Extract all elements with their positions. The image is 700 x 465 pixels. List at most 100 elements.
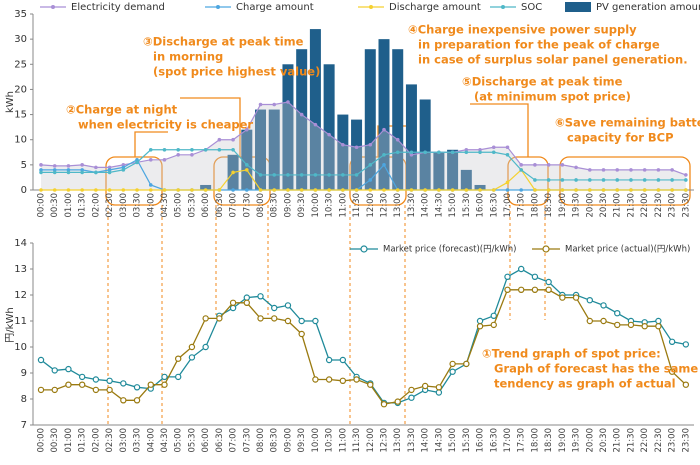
- series-marker: [121, 188, 126, 192]
- price-marker: [655, 317, 662, 325]
- series-marker: [491, 145, 496, 150]
- series-marker: [670, 188, 674, 192]
- series-marker: [80, 188, 84, 192]
- series-marker: [670, 168, 674, 172]
- x-tick-label: 02:00: [91, 193, 101, 218]
- price-marker: [408, 394, 415, 401]
- pv-bar: [323, 64, 335, 190]
- series-marker: [395, 137, 400, 142]
- x-tick-label: 14:00: [421, 193, 431, 218]
- series-marker: [382, 127, 386, 132]
- price-marker: [325, 376, 333, 383]
- x-tick-label: 09:30: [297, 193, 307, 218]
- legend-label: Electricity demand: [71, 2, 165, 13]
- annotation: ⑥Save remaining battery: [555, 116, 700, 130]
- price-marker: [504, 286, 511, 293]
- annotation: when electricity is cheaper: [78, 118, 253, 132]
- price-marker: [174, 355, 182, 362]
- price-marker: [531, 273, 539, 280]
- series-marker: [684, 178, 688, 182]
- price-marker: [559, 294, 566, 301]
- series-marker: [190, 153, 194, 157]
- price-line: [41, 289, 687, 405]
- x-tick-label: 12:00: [366, 428, 376, 453]
- x-tick-label: 18:00: [530, 428, 540, 453]
- annotation: in preparation for the peak of charge: [418, 38, 660, 52]
- pv-bar: [392, 49, 404, 191]
- x-tick-label: 08:30: [270, 193, 280, 218]
- price-marker: [380, 401, 388, 408]
- pv-bar: [241, 129, 253, 190]
- x-tick-label: 22:30: [654, 428, 664, 453]
- pv-bar: [460, 169, 472, 190]
- series-marker: [574, 165, 578, 170]
- x-tick-label: 10:00: [311, 428, 321, 453]
- price-marker: [120, 397, 127, 404]
- x-tick-label: 07:00: [229, 428, 239, 453]
- series-marker: [354, 145, 359, 150]
- series-marker: [574, 188, 578, 192]
- leader-line: [180, 97, 241, 157]
- price-marker: [586, 317, 594, 325]
- series-marker: [601, 168, 606, 172]
- series-marker: [107, 170, 112, 175]
- series-line: [41, 149, 686, 181]
- price-marker: [92, 376, 100, 383]
- price-marker: [271, 304, 278, 312]
- series-marker: [162, 188, 167, 192]
- price-marker: [161, 373, 168, 381]
- x-tick-label: 04:00: [146, 193, 156, 218]
- series-marker: [478, 147, 482, 152]
- guide-lines: [107, 205, 546, 425]
- y-tick-label: 8: [21, 394, 27, 405]
- highlight-box: [105, 156, 163, 206]
- annotation: ③Discharge at peak time: [143, 35, 304, 49]
- x-tick-label: 04:30: [160, 428, 170, 453]
- price-marker: [655, 323, 662, 330]
- price-marker: [271, 315, 278, 322]
- series-marker: [656, 178, 661, 182]
- x-tick-label: 15:30: [462, 193, 472, 218]
- x-tick-label: 16:30: [489, 428, 499, 453]
- pv-bar: [433, 152, 445, 190]
- price-marker: [243, 299, 250, 306]
- series-line: [40, 101, 687, 176]
- pv-bar: [364, 49, 376, 191]
- x-tick-label: 19:30: [572, 428, 582, 453]
- series-marker: [176, 147, 180, 152]
- annotation: ②Charge at night: [66, 103, 178, 117]
- x-tick-label: 01:00: [64, 428, 74, 453]
- series-marker: [588, 188, 592, 192]
- series-marker: [80, 168, 84, 172]
- price-marker: [518, 265, 525, 273]
- series-marker: [135, 160, 139, 165]
- x-tick-label: 05:00: [174, 193, 184, 218]
- annotation: Graph of forecast has the same: [494, 362, 698, 376]
- price-marker: [78, 373, 86, 381]
- series-marker: [395, 188, 400, 192]
- series-marker: [231, 188, 235, 192]
- series-marker: [491, 188, 496, 192]
- annotation: ⑤Discharge at peak time: [462, 75, 623, 89]
- price-marker: [65, 365, 72, 373]
- series-marker: [66, 170, 71, 175]
- x-tick-label: 06:00: [201, 428, 211, 453]
- pv-bar: [419, 99, 431, 190]
- series-marker: [615, 168, 620, 172]
- price-marker: [188, 354, 196, 361]
- x-tick-label: 16:00: [476, 428, 486, 453]
- price-marker: [435, 389, 443, 396]
- x-tick-label: 04:00: [146, 428, 156, 453]
- price-marker: [682, 381, 690, 388]
- x-tick-label: 18:00: [530, 193, 540, 218]
- series-marker: [505, 145, 510, 150]
- series-marker: [135, 188, 139, 192]
- pv-bar: [378, 39, 390, 191]
- series-marker: [148, 158, 153, 162]
- annotation: ①Trend graph of spot price:: [482, 347, 661, 361]
- series-marker: [327, 188, 331, 192]
- x-tick-label: 20:00: [585, 428, 595, 453]
- x-tick-label: 11:30: [352, 428, 362, 453]
- series-marker: [409, 188, 414, 192]
- series-marker: [258, 188, 263, 192]
